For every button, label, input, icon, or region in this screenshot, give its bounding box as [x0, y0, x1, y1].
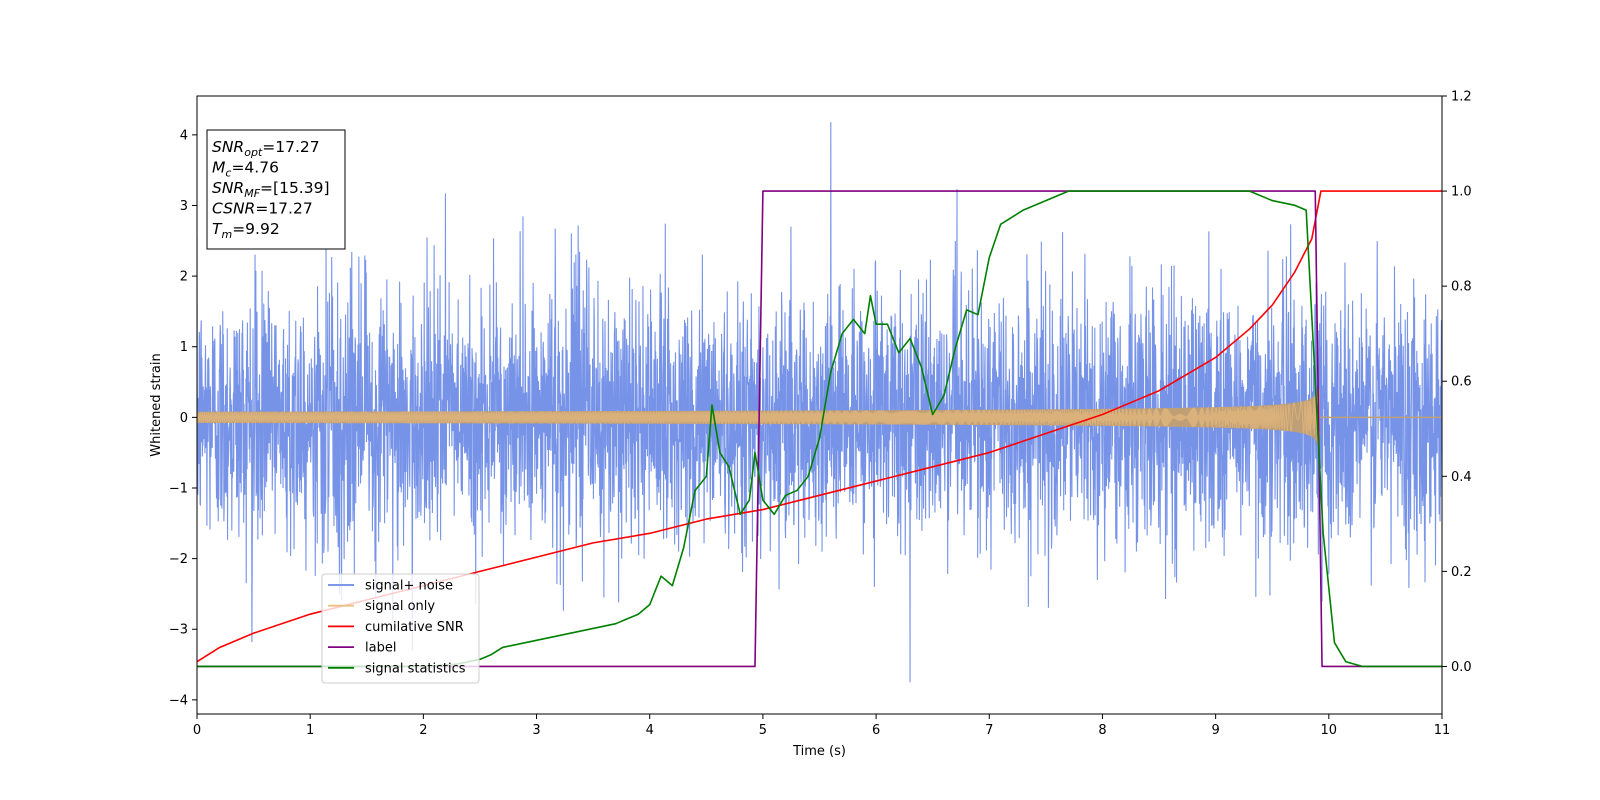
- ticks-layer: 0 1 2 3 4 5 6 7 8 9 10 11 −4 −3 −2 −1 0 1 2 3 4 0.0 0.2 0.4 0.6 0…: [169, 90, 1472, 739]
- x-tick-label: 9: [1211, 723, 1219, 738]
- info-line: Tm=9.92: [212, 220, 280, 241]
- x-tick-label: 1: [306, 723, 314, 738]
- info-line: SNRopt=17.27: [212, 138, 320, 159]
- y-tick-label-right: 1.2: [1451, 90, 1472, 105]
- info-line: Mc=4.76: [212, 159, 279, 180]
- info-box: SNRopt=17.27Mc=4.76SNRMF=[15.39]CSNR=17.…: [206, 129, 346, 250]
- legend-label: cumilative SNR: [365, 620, 464, 635]
- legend-frame: [321, 573, 480, 684]
- x-tick-label: 7: [985, 723, 993, 738]
- x-tick-label: 3: [532, 723, 540, 738]
- legend-entry-signal-only: signal only: [328, 599, 435, 614]
- info-line: SNRMF=[15.39]: [212, 179, 330, 200]
- legend-entry-signal-noise: signal+ noise: [328, 579, 453, 594]
- y-tick-label-right: 0.2: [1451, 565, 1472, 580]
- legend-entry-signal-statistics: signal statistics: [328, 661, 466, 676]
- legend-label: signal+ noise: [365, 579, 453, 594]
- plot-frame: [196, 95, 1443, 715]
- y-tick-label-left: −3: [169, 623, 188, 638]
- x-tick-label: 11: [1434, 723, 1451, 738]
- y-tick-label-left: 4: [180, 128, 188, 143]
- y-tick-label-left: 0: [180, 411, 188, 426]
- x-tick-label: 10: [1321, 723, 1338, 738]
- legend-label: signal statistics: [365, 661, 466, 676]
- y-tick-label-right: 0.0: [1451, 660, 1472, 675]
- y-tick-label-right: 1.0: [1451, 185, 1472, 200]
- x-tick-label: 0: [193, 723, 201, 738]
- y-axis-label: Whitened strain: [149, 353, 164, 456]
- info-box-frame: [206, 129, 346, 250]
- x-tick-label: 2: [419, 723, 427, 738]
- series-signal-only: [197, 395, 1321, 446]
- y-tick-label-left: 3: [180, 199, 188, 214]
- y-tick-label-left: −2: [169, 552, 188, 567]
- y-tick-label-right: 0.8: [1451, 280, 1472, 295]
- legend-label: label: [365, 641, 396, 656]
- x-tick-label: 8: [1098, 723, 1106, 738]
- y-tick-label-left: 1: [180, 340, 188, 355]
- y-tick-label-left: −4: [169, 693, 188, 708]
- legend-entry-cumilative-snr: cumilative SNR: [328, 620, 464, 635]
- legend-entry-label: label: [328, 641, 396, 656]
- x-tick-label: 4: [646, 723, 654, 738]
- x-axis-label: Time (s): [792, 744, 846, 759]
- x-tick-label: 5: [759, 723, 767, 738]
- y-tick-label-left: −1: [169, 481, 188, 496]
- x-tick-label: 6: [872, 723, 880, 738]
- y-tick-label-right: 0.4: [1451, 470, 1472, 485]
- series-label: [197, 190, 1442, 668]
- y-tick-label-right: 0.6: [1451, 375, 1472, 390]
- y-tick-label-left: 2: [180, 270, 188, 285]
- info-line: CSNR=17.27: [212, 200, 313, 218]
- series-signal-statistics: [197, 190, 1442, 668]
- legend: signal+ noise signal only cumilative SNR la…: [321, 573, 480, 684]
- legend-label: signal only: [365, 599, 435, 614]
